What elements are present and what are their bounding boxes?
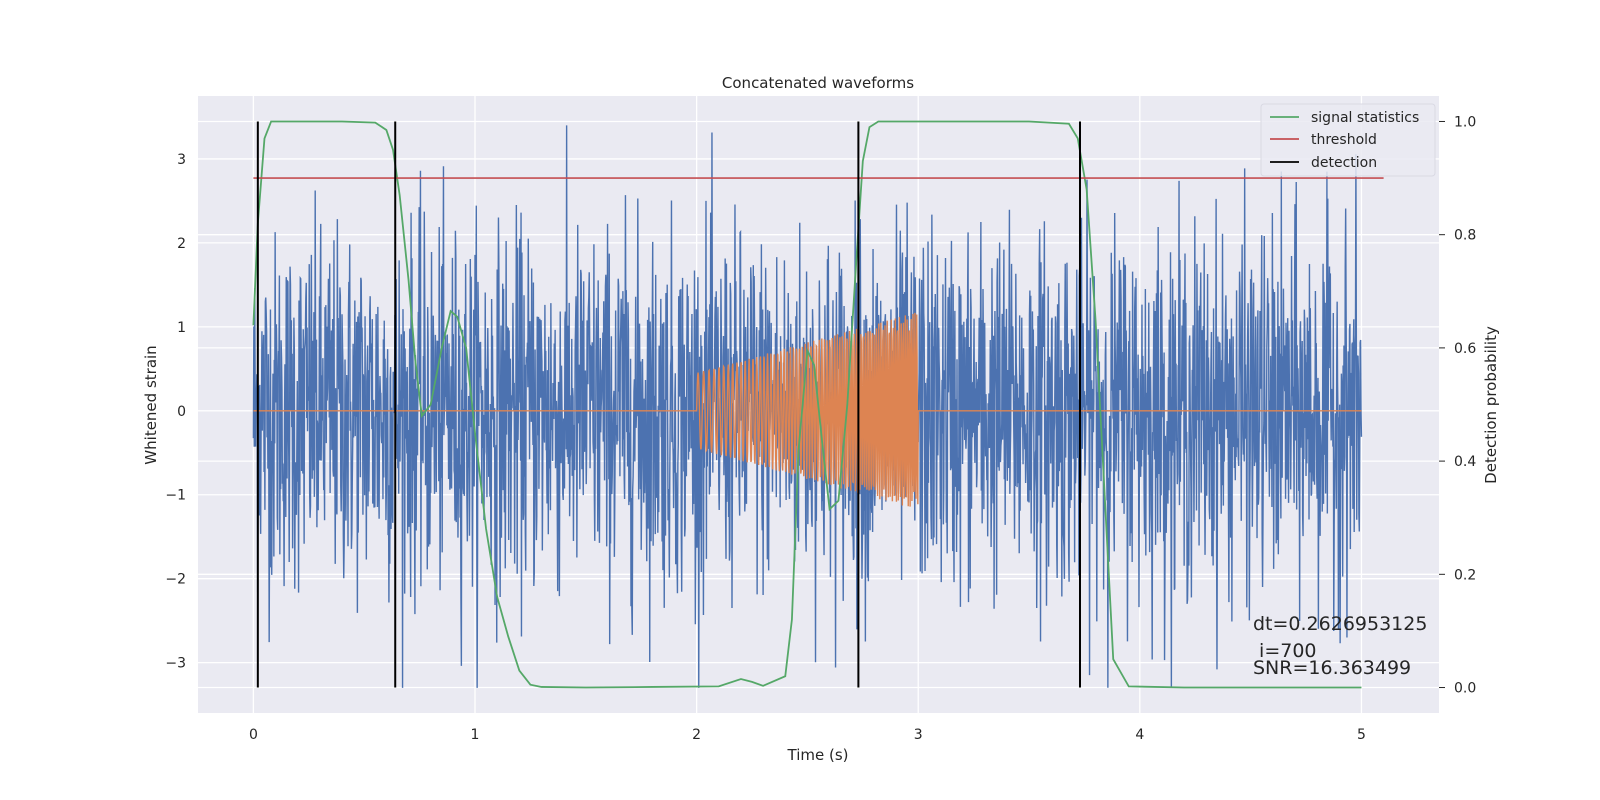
y2-tick-label: 0.2 — [1454, 567, 1476, 583]
x-tick-label: 2 — [692, 727, 701, 743]
x-axis-ticks: 0 1 2 3 4 5 — [249, 727, 1366, 743]
x-tick-label: 4 — [1135, 727, 1144, 743]
y-axis-label: Whitened strain — [142, 345, 160, 464]
injected-signal-line — [253, 312, 1362, 507]
annotation-i: i=700 — [1253, 640, 1317, 662]
x-tick-label: 5 — [1357, 727, 1366, 743]
legend-label-signal-statistics: signal statistics — [1311, 110, 1419, 126]
chart-title: Concatenated waveforms — [722, 74, 914, 92]
legend-label-detection: detection — [1311, 155, 1377, 171]
x-tick-label: 3 — [914, 727, 923, 743]
y-tick-label: −2 — [165, 572, 186, 588]
y2-tick-label: 0.6 — [1454, 341, 1476, 357]
y-axis-ticks: −3 −2 −1 0 1 2 3 — [165, 152, 186, 672]
y-tick-label: −1 — [165, 488, 186, 504]
y-tick-label: 3 — [177, 152, 186, 168]
signal-statistics-line — [252, 120, 1362, 689]
y2-tick-label: 1.0 — [1454, 114, 1476, 130]
y2-tick-label: 0.8 — [1454, 228, 1476, 244]
y-tick-label: 2 — [177, 236, 186, 252]
legend-label-threshold: threshold — [1311, 132, 1377, 148]
annotation-snr: SNR=16.363499 — [1253, 657, 1411, 679]
y-tick-label: 1 — [177, 320, 186, 336]
legend: signal statistics threshold detection — [1260, 103, 1436, 177]
x-tick-label: 0 — [249, 727, 258, 743]
x-axis-label: Time (s) — [787, 746, 849, 764]
y2-axis-ticks: 0.0 0.2 0.4 0.6 0.8 1.0 — [1439, 114, 1476, 697]
y2-tick-label: 0.0 — [1454, 681, 1476, 697]
detection-lines — [256, 121, 1081, 688]
y-tick-label: 0 — [177, 404, 186, 420]
y-tick-label: −3 — [165, 656, 186, 672]
y2-tick-label: 0.4 — [1454, 454, 1476, 470]
y2-axis-label: Detection probability — [1482, 326, 1500, 484]
annotation-dt: dt=0.2626953125 — [1253, 613, 1427, 635]
legend-box — [1260, 103, 1436, 177]
x-tick-label: 1 — [471, 727, 480, 743]
